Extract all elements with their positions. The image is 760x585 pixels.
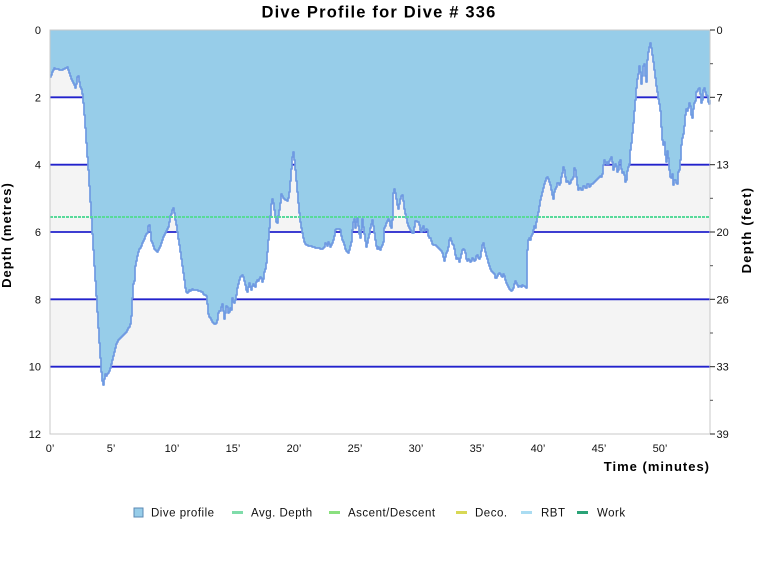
svg-text:26: 26 — [717, 294, 729, 306]
svg-text:Ascent/Descent: Ascent/Descent — [348, 508, 436, 520]
svg-text:Work: Work — [597, 508, 626, 520]
svg-text:RBT: RBT — [541, 508, 566, 520]
svg-text:25’: 25’ — [348, 443, 363, 455]
svg-text:10: 10 — [29, 362, 41, 374]
svg-text:0: 0 — [35, 25, 41, 37]
svg-text:33: 33 — [717, 362, 729, 374]
svg-text:50’: 50’ — [653, 443, 668, 455]
svg-text:0’: 0’ — [46, 443, 55, 455]
svg-text:15’: 15’ — [226, 443, 241, 455]
svg-text:20: 20 — [717, 227, 729, 239]
svg-text:30’: 30’ — [409, 443, 424, 455]
svg-text:2: 2 — [35, 92, 41, 104]
svg-text:35’: 35’ — [470, 443, 485, 455]
svg-text:13: 13 — [717, 160, 729, 172]
svg-text:Avg. Depth: Avg. Depth — [251, 508, 313, 520]
svg-text:Dive profile: Dive profile — [151, 508, 215, 520]
svg-text:7: 7 — [717, 92, 723, 104]
svg-text:6: 6 — [35, 227, 41, 239]
svg-text:45’: 45’ — [592, 443, 607, 455]
svg-text:12: 12 — [29, 429, 41, 441]
svg-text:10’: 10’ — [165, 443, 180, 455]
svg-text:Depth (metres): Depth (metres) — [0, 182, 14, 288]
svg-text:4: 4 — [35, 160, 41, 172]
svg-text:8: 8 — [35, 294, 41, 306]
svg-text:Depth (feet): Depth (feet) — [739, 187, 754, 274]
svg-text:Deco.: Deco. — [475, 508, 508, 520]
svg-text:39: 39 — [717, 429, 729, 441]
svg-text:5’: 5’ — [107, 443, 116, 455]
svg-text:0: 0 — [717, 25, 723, 37]
svg-text:20’: 20’ — [287, 443, 302, 455]
svg-text:Dive Profile for Dive # 336: Dive Profile for Dive # 336 — [261, 4, 496, 22]
svg-text:40’: 40’ — [531, 443, 546, 455]
svg-text:Time (minutes): Time (minutes) — [604, 459, 710, 474]
